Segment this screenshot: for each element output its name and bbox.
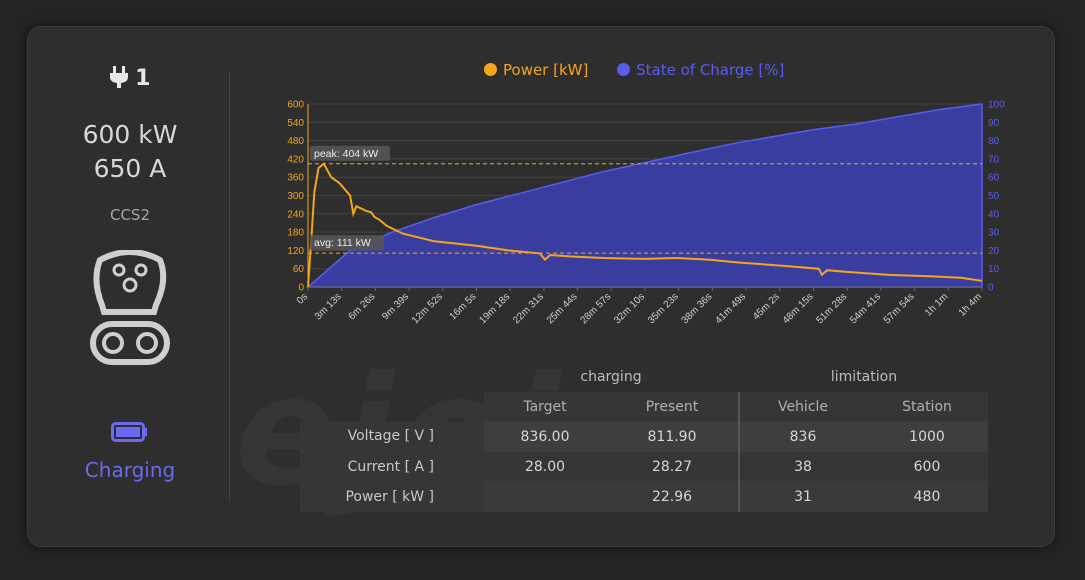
x-tick-label: 32m 10s <box>612 291 647 326</box>
plug-icon <box>109 66 128 88</box>
y-left-tick-label: 180 <box>287 228 304 239</box>
power-soc-chart: 0 60 120 180 240 300 360 420 480 540 600 0 10 20 30 40 5… <box>287 100 1005 327</box>
connector-type: CCS2 <box>109 206 150 224</box>
group-charging-header: charging <box>580 369 642 385</box>
y-left-tick-label: 300 <box>287 191 304 202</box>
chart-legend: Power [kW] State of Charge [%] <box>484 61 808 79</box>
y-right-tick-label: 60 <box>988 173 1000 184</box>
y-left-tick-label: 360 <box>287 173 304 184</box>
x-tick-label: 51m 28s <box>814 291 849 326</box>
cell-target: 836.00 <box>484 421 606 452</box>
table-row: Current [ A ] 28.00 28.27 38 600 <box>300 451 988 482</box>
x-tick-label: 0s <box>295 291 310 306</box>
connector-header: 1 <box>90 66 170 91</box>
y-left-tick-label: 600 <box>287 100 304 111</box>
power-rating: 600 kW 650 A <box>60 118 200 186</box>
annotation-label: avg: 111 kW <box>314 237 371 249</box>
cell-target: 28.00 <box>484 451 606 482</box>
x-tick-label: 12m 52s <box>410 291 445 326</box>
y-left-tick-label: 120 <box>287 246 304 257</box>
y-right-tick-label: 40 <box>988 209 1000 220</box>
header-spacer <box>300 392 484 422</box>
x-tick-label: 38m 36s <box>680 291 715 326</box>
legend-power-label: Power [kW] <box>503 61 589 79</box>
y-left-tick-label: 540 <box>287 118 304 129</box>
y-right-tick-label: 90 <box>988 118 1000 129</box>
x-tick-label: 28m 57s <box>579 291 614 326</box>
annotation-box <box>310 235 384 251</box>
y-right-tick-label: 0 <box>988 283 994 294</box>
y-right-tick-label: 20 <box>988 246 1000 257</box>
legend-power-dot <box>484 63 497 76</box>
charging-status: Charging <box>84 458 176 482</box>
col-present: Present <box>606 392 739 422</box>
x-tick-label: 54m 41s <box>848 291 883 326</box>
group-limitation-header: limitation <box>830 369 898 385</box>
table-row: Power [ kW ] 22.96 31 480 <box>300 481 988 512</box>
y-left-tick-label: 420 <box>287 154 304 165</box>
y-left-tick-label: 60 <box>293 264 305 275</box>
panel-divider <box>229 72 230 502</box>
x-tick-label: 19m 18s <box>477 291 512 326</box>
x-tick-label: 48m 15s <box>781 291 816 326</box>
y-right-tick-label: 10 <box>988 264 1000 275</box>
y-right-tick-label: 100 <box>988 100 1005 111</box>
legend-power[interactable]: Power [kW] <box>484 61 588 79</box>
cell-vehicle: 38 <box>738 451 866 482</box>
soc-area <box>305 103 983 288</box>
row-label: Current [ A ] <box>300 451 484 482</box>
x-tick-label: 41m 49s <box>713 291 748 326</box>
annotation-label: peak: 404 kW <box>314 148 378 160</box>
cell-present: 28.27 <box>606 451 739 482</box>
cell-station: 1000 <box>866 421 988 452</box>
ccs2-connector-icon <box>90 250 170 365</box>
y-right-tick-label: 70 <box>988 154 1000 165</box>
col-target: Target <box>484 392 606 422</box>
x-tick-label: 1h 4m <box>957 291 984 318</box>
x-tick-label: 16m 5s <box>448 291 479 322</box>
row-label: Power [ kW ] <box>300 481 484 512</box>
x-tick-label: 35m 23s <box>646 291 681 326</box>
cell-station: 600 <box>866 451 988 482</box>
y-left-tick-label: 0 <box>298 283 304 294</box>
legend-soc-dot <box>617 63 631 76</box>
y-right-tick-label: 50 <box>988 191 1000 202</box>
col-vehicle: Vehicle <box>738 392 866 422</box>
y-left-tick-label: 480 <box>287 136 304 147</box>
cell-present: 811.90 <box>606 421 739 452</box>
x-tick-label: 6m 26s <box>347 291 378 322</box>
cell-present: 22.96 <box>606 481 739 512</box>
table-header-row: Target Present Vehicle Station <box>300 392 988 422</box>
x-tick-label: 1h 1m <box>923 291 950 318</box>
y-right-tick-label: 30 <box>988 228 1000 239</box>
x-tick-label: 9m 39s <box>380 291 411 322</box>
cell-vehicle: 31 <box>738 481 866 512</box>
cell-vehicle: 836 <box>738 421 866 452</box>
legend-soc-label: State of Charge [%] <box>636 61 785 79</box>
legend-soc[interactable]: State of Charge [%] <box>617 61 784 79</box>
x-tick-label: 57m 54s <box>882 291 917 326</box>
max-power: 600 kW <box>82 120 178 149</box>
x-tick-label: 3m 13s <box>313 291 344 322</box>
cell-station: 480 <box>866 481 988 512</box>
battery-icon <box>111 422 147 442</box>
x-tick-label: 45m 2s <box>751 291 782 322</box>
annotation-box <box>310 145 390 161</box>
connector-number: 1 <box>135 66 151 91</box>
table-row: Voltage [ V ] 836.00 811.90 836 1000 <box>300 421 988 452</box>
row-label: Voltage [ V ] <box>300 421 484 452</box>
col-station: Station <box>866 392 988 422</box>
x-tick-label: 25m 44s <box>545 291 580 326</box>
x-tick-label: 22m 31s <box>511 291 546 326</box>
charging-table: Target Present Vehicle Station Voltage [… <box>300 392 988 512</box>
cell-target <box>484 481 606 512</box>
y-right-tick-label: 80 <box>988 136 1000 147</box>
max-current: 650 A <box>93 154 167 183</box>
power-line <box>307 162 983 288</box>
y-left-tick-label: 240 <box>287 209 304 220</box>
